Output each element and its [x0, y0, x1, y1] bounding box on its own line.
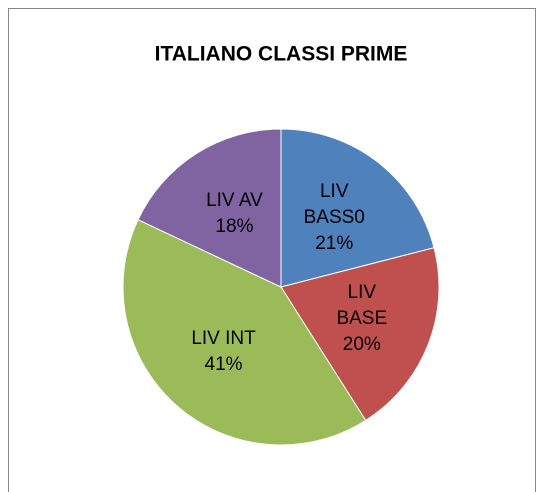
category-label: LIV INT	[191, 328, 256, 350]
slice-label: LIV INT 41%	[169, 326, 279, 378]
chart-title: ITALIANO CLASSI PRIME	[155, 43, 408, 66]
category-label: LIV BASE	[336, 281, 388, 329]
pie-slice	[280, 247, 440, 422]
slice-label: LIV BASE 20%	[329, 280, 395, 358]
pie-slice	[122, 219, 367, 446]
value-label: 21%	[315, 233, 354, 255]
slice-label: LIV AV 18%	[179, 188, 289, 240]
value-label: 41%	[204, 354, 243, 376]
slice-label: LIV BASS0 21%	[301, 179, 367, 257]
pie-slice	[137, 128, 282, 288]
category-label: LIV BASS0	[303, 181, 365, 229]
value-label: 20%	[342, 333, 381, 355]
value-label: 18%	[215, 215, 254, 237]
pie-slice	[280, 128, 435, 288]
category-label: LIV AV	[206, 189, 263, 211]
